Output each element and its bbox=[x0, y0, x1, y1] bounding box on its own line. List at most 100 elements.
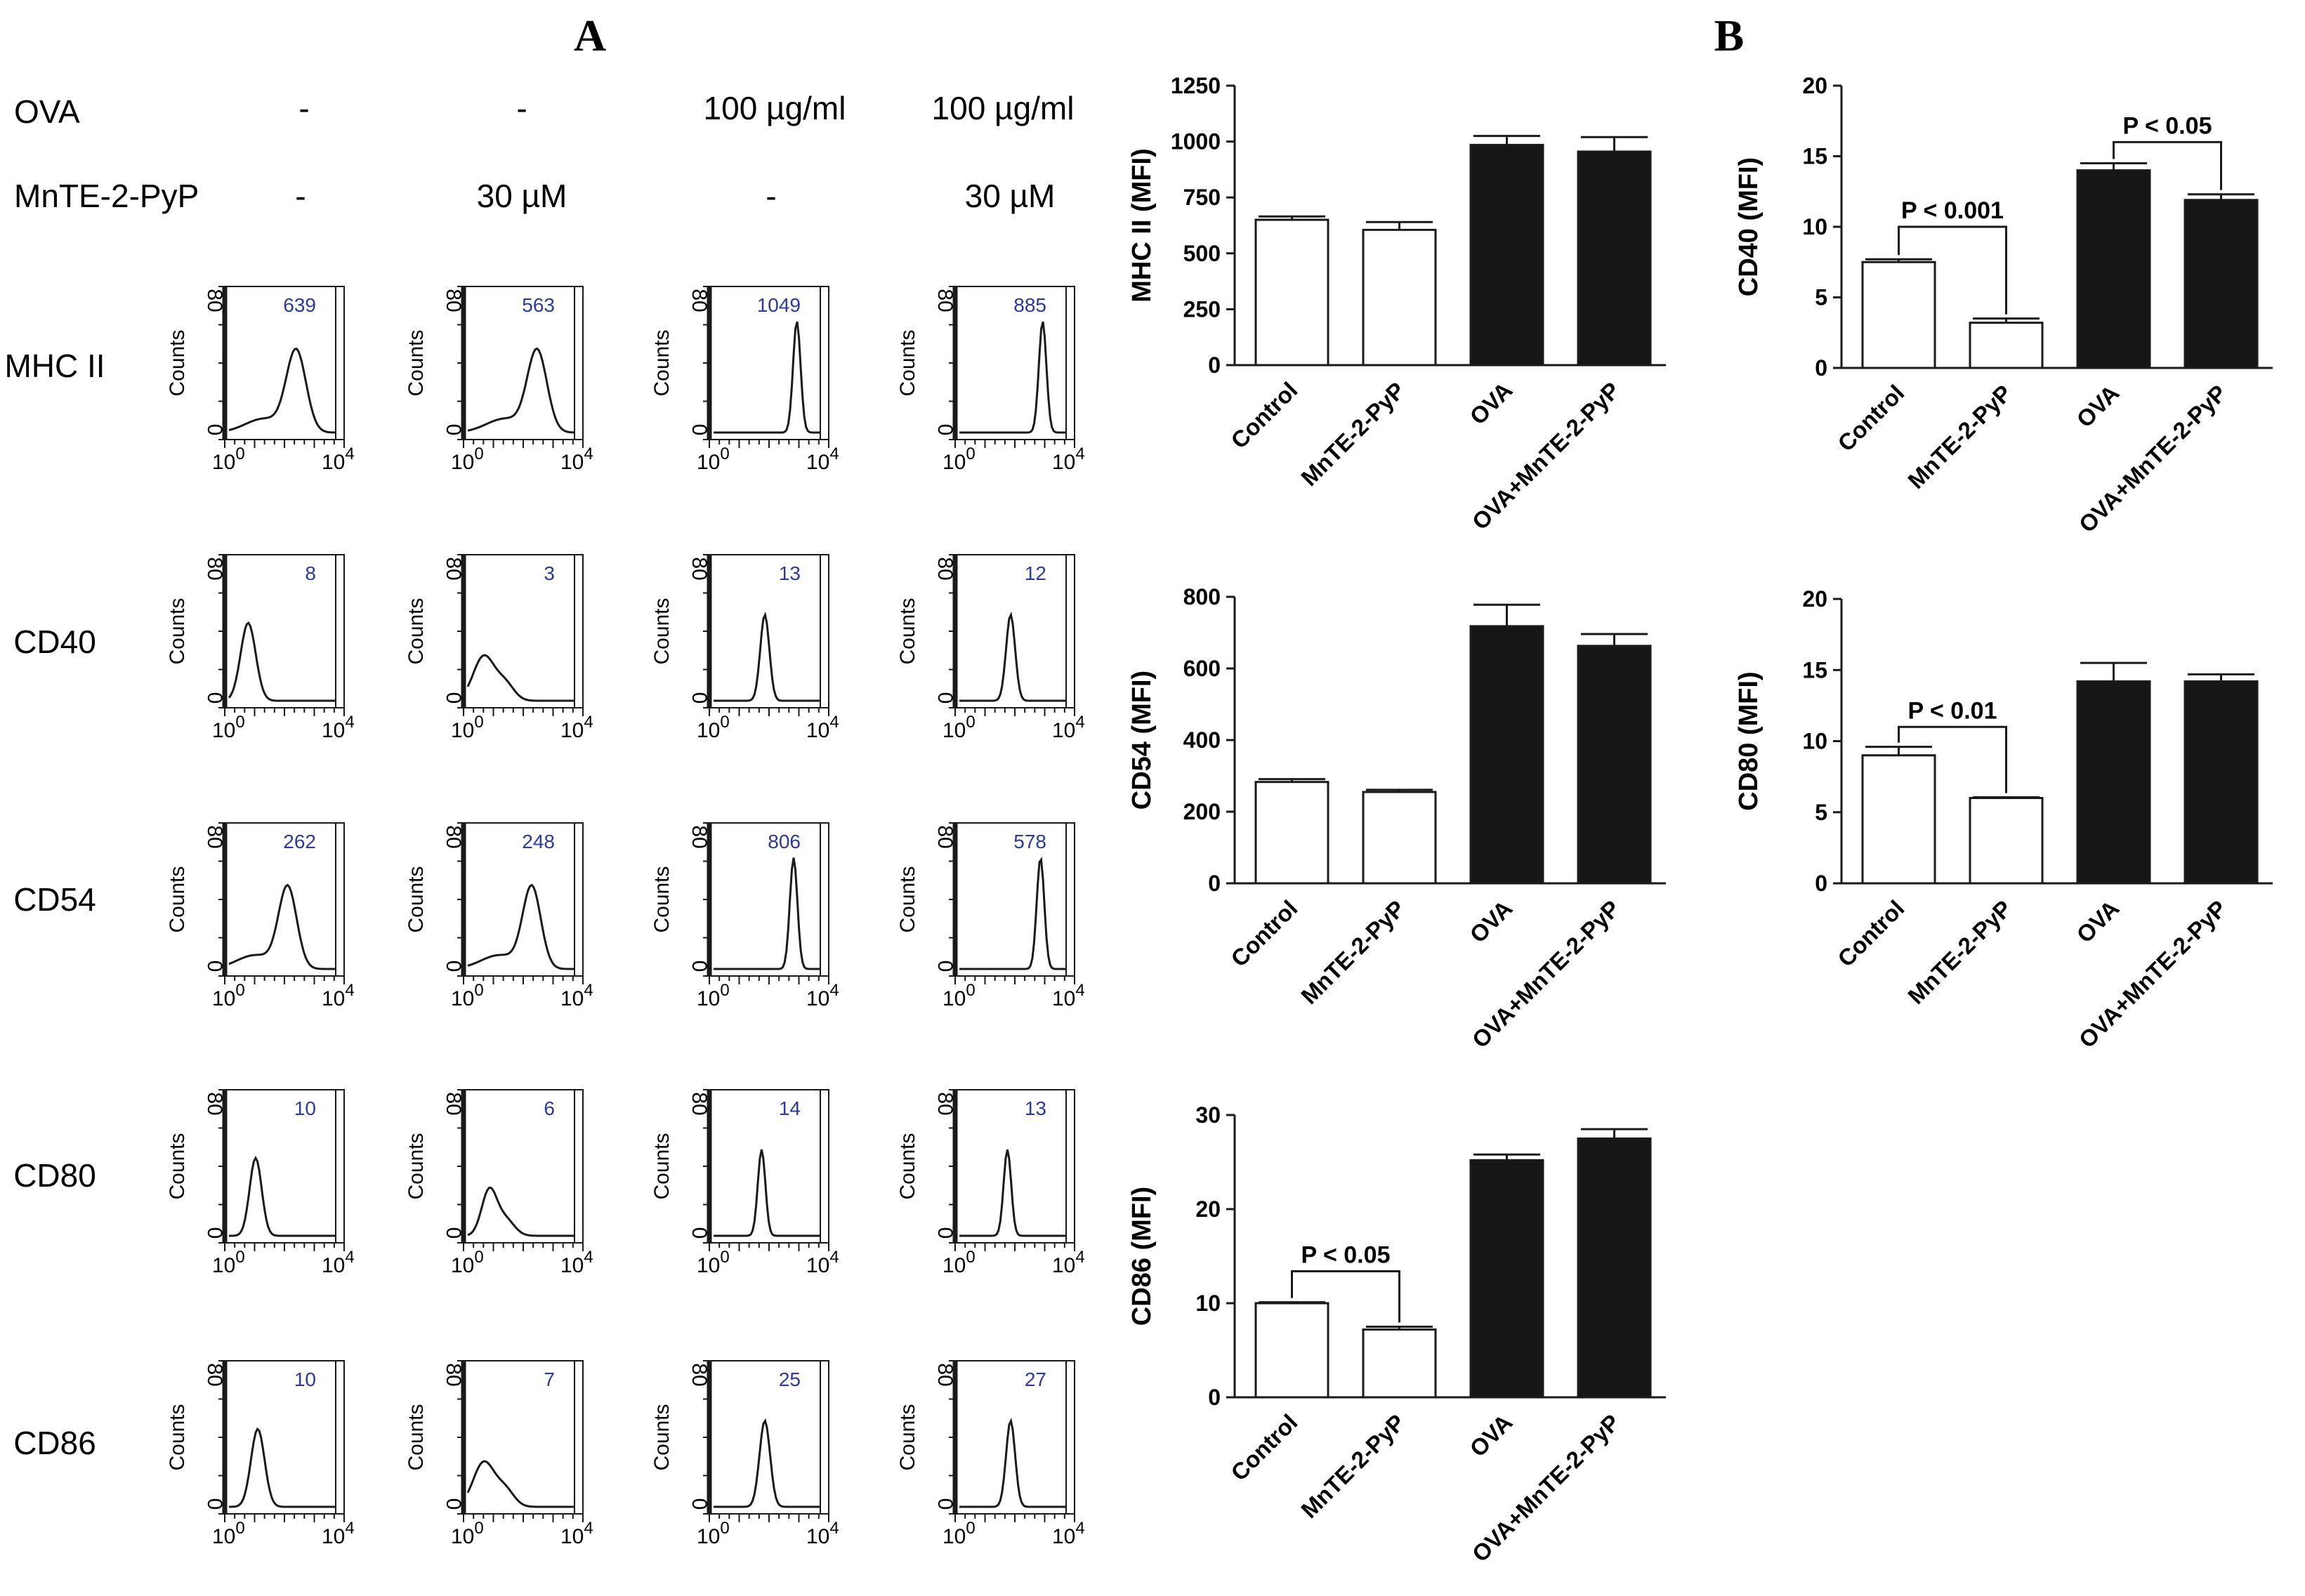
x-tick-exponent: 0 bbox=[720, 713, 729, 732]
bar-chart: 0 200 400 600 800 CD54 (MFI) ControlMnTE-2-PyP… bbox=[1127, 584, 1666, 1053]
x-tick-label: 104 bbox=[560, 713, 593, 742]
x-tick-exponent: 0 bbox=[235, 1248, 244, 1267]
y-tick-label: 5 bbox=[1815, 800, 1827, 825]
y-tick-label: 0 bbox=[933, 692, 957, 704]
counts-axis-label: Counts bbox=[405, 866, 428, 932]
x-tick-exponent: 4 bbox=[584, 981, 593, 1000]
histogram-panel: 80 0 Counts 100 104 8 bbox=[166, 554, 355, 742]
x-tick-label: 104 bbox=[560, 444, 593, 474]
x-tick-label: 104 bbox=[1052, 1519, 1085, 1548]
mn-value: - bbox=[295, 178, 306, 214]
mn-value: 30 µM bbox=[477, 178, 567, 214]
y-tick-label: 0 bbox=[442, 692, 465, 704]
y-tick-label: 5 bbox=[1815, 285, 1827, 310]
counts-axis-label: Counts bbox=[405, 329, 428, 396]
ova-value: 100 µg/ml bbox=[932, 90, 1075, 126]
histogram-curve bbox=[959, 1149, 1066, 1237]
histogram-frame bbox=[954, 1360, 1075, 1515]
x-tick-label: 100 bbox=[451, 713, 484, 742]
category-label: OVA bbox=[2071, 895, 2124, 948]
histogram-curve bbox=[228, 621, 336, 702]
x-tick-label: 104 bbox=[1052, 444, 1085, 474]
histogram-curve bbox=[466, 654, 574, 702]
counts-axis-label: Counts bbox=[405, 598, 428, 664]
x-tick-exponent: 0 bbox=[966, 1519, 975, 1538]
counts-axis-label: Counts bbox=[650, 866, 674, 932]
x-tick-exponent: 0 bbox=[235, 981, 244, 1000]
bar bbox=[1577, 1137, 1652, 1399]
histogram-panel: 80 0 Counts 100 104 262 bbox=[166, 822, 355, 1010]
histogram-frame bbox=[709, 554, 829, 708]
y-tick-label: 80 bbox=[933, 557, 957, 580]
counts-axis-label: Counts bbox=[166, 598, 189, 664]
bar bbox=[1861, 260, 1936, 369]
y-tick-label: 20 bbox=[1195, 1196, 1221, 1222]
bar bbox=[1469, 143, 1544, 367]
x-tick-label: 104 bbox=[322, 713, 355, 742]
y-tick-label: 80 bbox=[933, 1363, 957, 1386]
mfi-value: 248 bbox=[522, 831, 555, 852]
y-tick-label: 0 bbox=[203, 961, 226, 972]
histogram-panel: 80 0 Counts 100 104 12 bbox=[896, 554, 1085, 742]
x-tick-label: 100 bbox=[451, 1248, 484, 1277]
mn-value: 30 µM bbox=[965, 178, 1056, 214]
ova-value: 100 µg/ml bbox=[704, 90, 846, 126]
x-tick-label: 104 bbox=[806, 1248, 839, 1277]
row-label: MHC II bbox=[4, 348, 105, 384]
y-tick-label: 80 bbox=[442, 825, 465, 848]
y-tick-label: 0 bbox=[203, 1227, 226, 1239]
y-tick-label: 0 bbox=[203, 424, 226, 436]
histogram-curve bbox=[714, 611, 820, 702]
y-tick-label: 0 bbox=[933, 961, 957, 972]
histogram-curve bbox=[228, 883, 336, 970]
histogram-panel: 80 0 Counts 100 104 639 bbox=[166, 286, 355, 474]
x-tick-exponent: 4 bbox=[345, 981, 354, 1000]
y-tick-label: 80 bbox=[442, 1363, 465, 1386]
histogram-curve bbox=[466, 1460, 574, 1508]
bar bbox=[1362, 791, 1437, 885]
histogram-frame bbox=[224, 554, 345, 708]
x-tick-exponent: 0 bbox=[720, 1248, 729, 1267]
x-tick-label: 100 bbox=[697, 981, 730, 1010]
histogram-panel: 80 0 Counts 100 104 806 bbox=[650, 822, 839, 1010]
mfi-value: 578 bbox=[1013, 831, 1046, 852]
x-tick-label: 100 bbox=[451, 981, 484, 1010]
y-tick-label: 0 bbox=[1208, 352, 1221, 378]
histogram-curve bbox=[959, 857, 1066, 970]
counts-axis-label: Counts bbox=[896, 866, 919, 932]
x-tick-exponent: 0 bbox=[720, 444, 729, 463]
x-tick-exponent: 4 bbox=[829, 713, 839, 732]
category-label: MnTE-2-PyP bbox=[1296, 377, 1410, 491]
bar bbox=[1577, 150, 1652, 367]
y-tick-label: 80 bbox=[203, 1363, 226, 1386]
category-label: Control bbox=[1226, 1409, 1302, 1486]
bar bbox=[2076, 169, 2151, 369]
x-tick-exponent: 4 bbox=[829, 981, 839, 1000]
ova-value: - bbox=[298, 90, 309, 126]
mfi-value: 12 bbox=[1025, 562, 1046, 584]
histogram-panel: 80 0 Counts 100 104 1049 bbox=[650, 286, 839, 474]
y-tick-label: 80 bbox=[203, 557, 226, 580]
row-label: CD54 bbox=[13, 881, 96, 918]
x-tick-exponent: 4 bbox=[345, 444, 354, 463]
y-tick-label: 80 bbox=[688, 825, 711, 848]
x-tick-exponent: 0 bbox=[720, 981, 729, 1000]
y-tick-label: 1000 bbox=[1171, 129, 1221, 154]
bar bbox=[1577, 645, 1652, 885]
x-tick-label: 104 bbox=[806, 444, 839, 474]
x-tick-label: 104 bbox=[322, 1248, 355, 1277]
y-tick-label: 10 bbox=[1802, 729, 1827, 754]
y-tick-label: 1250 bbox=[1171, 73, 1221, 98]
category-label: MnTE-2-PyP bbox=[1296, 895, 1410, 1009]
y-tick-label: 0 bbox=[933, 424, 957, 436]
x-tick-label: 100 bbox=[697, 1248, 730, 1277]
histogram-panel: 80 0 Counts 100 104 14 bbox=[650, 1089, 839, 1277]
panel-letter-a: A bbox=[574, 11, 606, 60]
y-tick-label: 30 bbox=[1195, 1102, 1221, 1128]
bar bbox=[1362, 228, 1437, 367]
bar bbox=[1254, 781, 1329, 885]
bar bbox=[1969, 797, 2044, 885]
